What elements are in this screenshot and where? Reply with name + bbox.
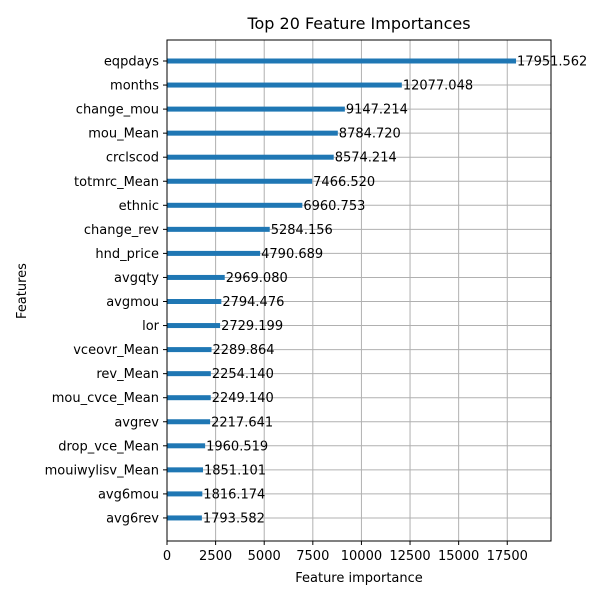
x-tick-label: 5000 [248, 549, 281, 564]
value-label: 1816.174 [203, 487, 265, 502]
y-tick-label: avgqty [114, 271, 159, 286]
value-label: 8784.720 [339, 127, 401, 142]
x-tick-layer: 0 2500 5000 7500 10000 12500 15000 17500 [163, 541, 528, 564]
y-tick-label: mou_cvce_Mean [52, 391, 159, 406]
x-tick-label: 17500 [487, 549, 528, 564]
x-axis-label: Feature importance [295, 571, 423, 586]
value-label: 2729.199 [221, 319, 283, 334]
bar-mou_cvce_Mean [167, 395, 211, 401]
bar-drop_vce_Mean [167, 443, 206, 449]
value-label: 2794.476 [222, 295, 284, 310]
y-tick-label: hnd_price [95, 247, 159, 262]
y-tick-label: avgmou [106, 295, 159, 310]
bar-lor [167, 323, 221, 329]
axes-frame [166, 39, 552, 542]
bar-totmrc_Mean [167, 178, 313, 184]
value-label-layer: 17951.562 12077.048 9147.214 8784.720 8574.2… [203, 55, 587, 527]
value-label: 1793.582 [203, 511, 265, 526]
value-label: 4790.689 [261, 247, 323, 262]
bar-hnd_price [167, 250, 261, 256]
y-tick-label: drop_vce_Mean [58, 439, 159, 454]
bar-avgqty [167, 274, 225, 280]
y-tick-label: mouiwylisv_Mean [45, 463, 159, 478]
x-tick-label: 10000 [341, 549, 382, 564]
bar-vceovr_Mean [167, 347, 212, 353]
value-label: 2254.140 [212, 367, 274, 382]
bar-avgrev [167, 419, 211, 425]
value-label: 2217.641 [211, 415, 273, 430]
y-tick-layer: eqpdays months change_mou mou_Mean crclscod t… [45, 55, 167, 526]
y-tick-label: months [110, 79, 159, 94]
bar-avg6mou [167, 491, 203, 497]
value-label: 9147.214 [346, 103, 408, 118]
x-tick-label: 12500 [389, 549, 430, 564]
bar-layer [167, 58, 517, 521]
y-axis-label: Features [15, 263, 30, 319]
y-tick-label: totmrc_Mean [74, 175, 159, 190]
value-label: 2249.140 [212, 391, 274, 406]
y-tick-label: change_mou [76, 103, 159, 118]
bar-rev_Mean [167, 371, 211, 377]
value-label: 2969.080 [226, 271, 288, 286]
value-label: 17951.562 [517, 55, 587, 70]
y-tick-label: vceovr_Mean [73, 343, 159, 358]
bar-mou_Mean [167, 130, 338, 136]
value-label: 2289.864 [213, 343, 275, 358]
bar-crclscod [167, 154, 334, 160]
y-tick-label: avgrev [114, 415, 159, 430]
x-tick-label: 15000 [438, 549, 479, 564]
y-tick-label: lor [142, 319, 160, 334]
y-tick-label: change_rev [84, 223, 159, 238]
value-label: 5284.156 [271, 223, 333, 238]
bar-avgmou [167, 299, 222, 304]
y-tick-label: eqpdays [104, 55, 159, 70]
y-tick-label: ethnic [119, 199, 159, 214]
value-label: 1960.519 [206, 439, 268, 454]
value-label: 8574.214 [335, 151, 397, 166]
bar-change_mou [167, 106, 345, 112]
x-tick-label: 0 [163, 549, 171, 564]
value-label: 1851.101 [204, 463, 266, 478]
bar-change_rev [167, 226, 270, 232]
value-label: 6960.753 [303, 199, 365, 214]
bar-mouiwylisv_Mean [167, 467, 203, 473]
bar-months [167, 82, 402, 88]
y-tick-label: crclscod [106, 151, 159, 166]
bar-avg6rev [167, 515, 202, 521]
x-tick-label: 2500 [199, 549, 232, 564]
y-tick-label: avg6rev [106, 511, 159, 526]
x-tick-label: 7500 [296, 549, 329, 564]
y-tick-label: mou_Mean [88, 127, 159, 142]
bar-ethnic [167, 202, 303, 208]
value-label: 12077.048 [403, 79, 473, 94]
y-tick-label: avg6mou [98, 487, 159, 502]
chart-title: Top 20 Feature Importances [246, 14, 470, 33]
y-tick-label: rev_Mean [96, 367, 159, 382]
bar-eqpdays [167, 58, 517, 64]
value-label: 7466.520 [313, 175, 375, 190]
